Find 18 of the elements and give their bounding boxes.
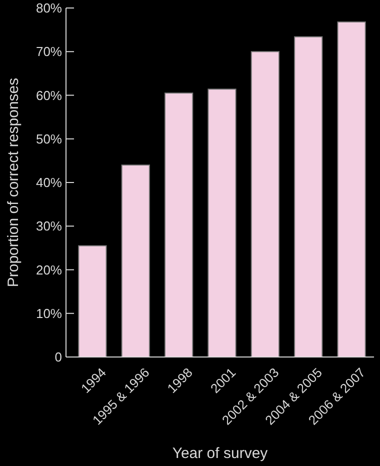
y-tick-label: 50% xyxy=(36,131,62,146)
y-tick-label: 20% xyxy=(36,262,62,278)
y-tick-label: 60% xyxy=(36,88,62,103)
y-tick-label: 70% xyxy=(36,44,62,60)
bar xyxy=(294,36,323,358)
bar xyxy=(250,51,280,358)
y-tick-label: 10% xyxy=(36,306,62,321)
y-tick-label: 30% xyxy=(36,218,62,234)
bar xyxy=(121,164,150,358)
bar xyxy=(164,92,194,358)
y-tick-label: 0 xyxy=(54,350,62,365)
bar xyxy=(208,88,236,358)
y-axis-title: Proportion of correct responses xyxy=(5,78,22,288)
y-tick-label: 80% xyxy=(36,0,62,16)
bar xyxy=(337,21,366,358)
x-axis-title: Year of survey xyxy=(172,445,268,462)
bar xyxy=(78,245,107,358)
y-tick-label: 40% xyxy=(36,175,62,190)
